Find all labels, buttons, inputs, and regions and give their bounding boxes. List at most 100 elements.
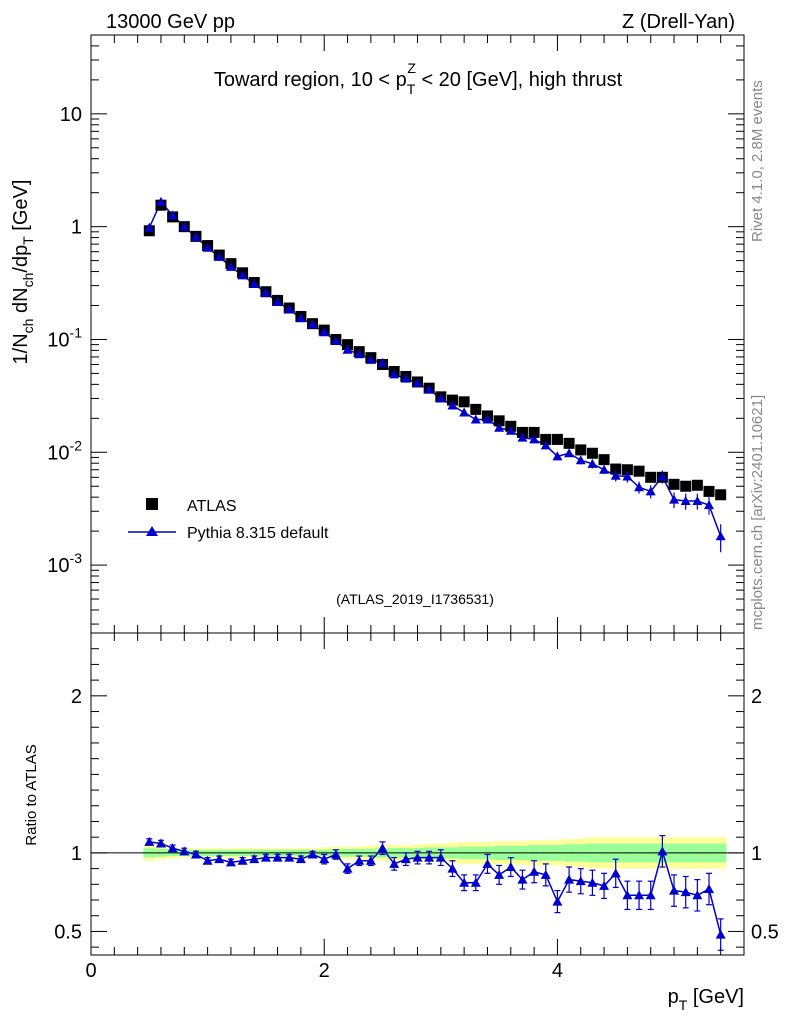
pythia-point: [319, 327, 330, 337]
ratio-y-tick-label: 2: [71, 686, 82, 708]
ratio-data-marks: [144, 835, 726, 951]
main-y-tick-label: 10-2: [47, 437, 82, 464]
pythia-point: [529, 434, 540, 444]
pythia-point: [249, 279, 260, 289]
pythia-point: [634, 482, 645, 492]
ratio-point: [680, 887, 691, 897]
x-tick-labels: 0 2 4: [85, 960, 563, 982]
pythia-point: [482, 414, 493, 424]
ratio-point: [225, 857, 236, 867]
ratio-y-tick-labels: 2 2 1 1 0.5 0.5: [54, 686, 779, 944]
ratio-point: [657, 846, 668, 856]
pythia-point: [424, 384, 435, 394]
pythia-point: [354, 349, 365, 359]
ratio-point: [587, 877, 598, 887]
atlas-point: [540, 433, 552, 445]
atlas-point: [575, 444, 587, 456]
pythia-point: [167, 210, 178, 220]
atlas-point: [715, 489, 727, 501]
ratio-point: [447, 863, 458, 873]
pythia-point: [144, 222, 155, 232]
pythia-point: [470, 414, 481, 424]
pythia-point: [517, 432, 528, 442]
ratio-point: [459, 877, 470, 887]
legend-pythia-marker: [146, 526, 158, 536]
atlas-point: [621, 464, 633, 476]
x-tick-label: 0: [85, 960, 96, 982]
atlas-point: [680, 480, 692, 492]
ratio-point: [692, 890, 703, 900]
main-panel-frame: [90, 34, 745, 634]
ratio-point: [552, 896, 563, 906]
atlas-point: [610, 463, 622, 475]
atlas-point: [342, 339, 354, 351]
pythia-point: [377, 357, 388, 367]
pythia-point: [400, 373, 411, 383]
legend-pythia-label: Pythia 8.315 default: [187, 525, 329, 542]
ratio-point: [704, 884, 715, 894]
ratio-point: [435, 852, 446, 862]
plot-title: Toward region, 10 < pTZ < 20 [GeV], high…: [214, 60, 623, 97]
ratio-point: [494, 869, 505, 879]
pythia-point: [587, 458, 598, 468]
ratio-point: [214, 854, 225, 864]
pythia-point: [342, 344, 353, 354]
ratio-point: [645, 890, 656, 900]
ratio-point: [389, 858, 400, 868]
atlas-point: [516, 426, 528, 438]
ratio-point: [272, 852, 283, 862]
atlas-point: [586, 447, 598, 459]
ratio-y-tick-label-right: 1: [751, 843, 762, 865]
pythia-point: [459, 407, 470, 417]
ratio-point: [295, 854, 306, 864]
atlas-point: [633, 465, 645, 477]
mcplots-label: mcplots.cern.ch [arXiv:2401.10621]: [749, 395, 766, 630]
pythia-point: [330, 335, 341, 345]
main-y-tick-label: 10-3: [47, 550, 82, 577]
ratio-point: [424, 852, 435, 862]
pythia-point: [155, 196, 166, 206]
ratio-point: [144, 836, 155, 846]
pythia-point: [190, 231, 201, 241]
atlas-point: [493, 415, 505, 427]
pythia-point: [564, 448, 575, 458]
pythia-point: [669, 494, 680, 504]
x-tick-label: 4: [552, 960, 563, 982]
main-panel-ticks: [90, 34, 745, 633]
ratio-point: [319, 854, 330, 864]
main-y-axis-label: 1/Nch dNch/dpT [GeV]: [10, 180, 36, 365]
pythia-point: [412, 378, 423, 388]
plot-title-sup: Z: [407, 60, 416, 76]
ratio-point: [307, 849, 318, 859]
pythia-point: [295, 313, 306, 323]
pythia-point: [307, 319, 318, 329]
main-data-marks: [143, 196, 727, 553]
analysis-watermark: (ATLAS_2019_I1736531): [336, 591, 494, 607]
pythia-point: [202, 242, 213, 252]
ratio-point: [540, 869, 551, 879]
ratio-point: [599, 880, 610, 890]
main-panel: 10 1 10-1 10-2 10-3 (ATLAS_2019_I1736531) To…: [10, 34, 745, 634]
atlas-point: [446, 394, 458, 406]
ratio-point: [365, 855, 376, 865]
pythia-line: [148, 200, 722, 537]
pythia-point: [715, 531, 726, 541]
ratio-point: [155, 838, 166, 848]
ratio-point: [634, 890, 645, 900]
pythia-point: [272, 296, 283, 306]
pythia-point: [540, 440, 551, 450]
atlas-point: [458, 396, 470, 408]
plot-title-sub: T: [407, 81, 416, 97]
pythia-point: [494, 422, 505, 432]
legend: ATLAS Pythia 8.315 default: [128, 498, 329, 542]
atlas-point: [563, 437, 575, 449]
ratio-point: [190, 849, 201, 859]
pythia-point: [657, 471, 668, 481]
atlas-point: [691, 479, 703, 491]
pythia-point: [225, 261, 236, 271]
ratio-point: [377, 843, 388, 853]
ratio-point: [237, 855, 248, 865]
pythia-point: [704, 500, 715, 510]
atlas-point: [470, 403, 482, 415]
